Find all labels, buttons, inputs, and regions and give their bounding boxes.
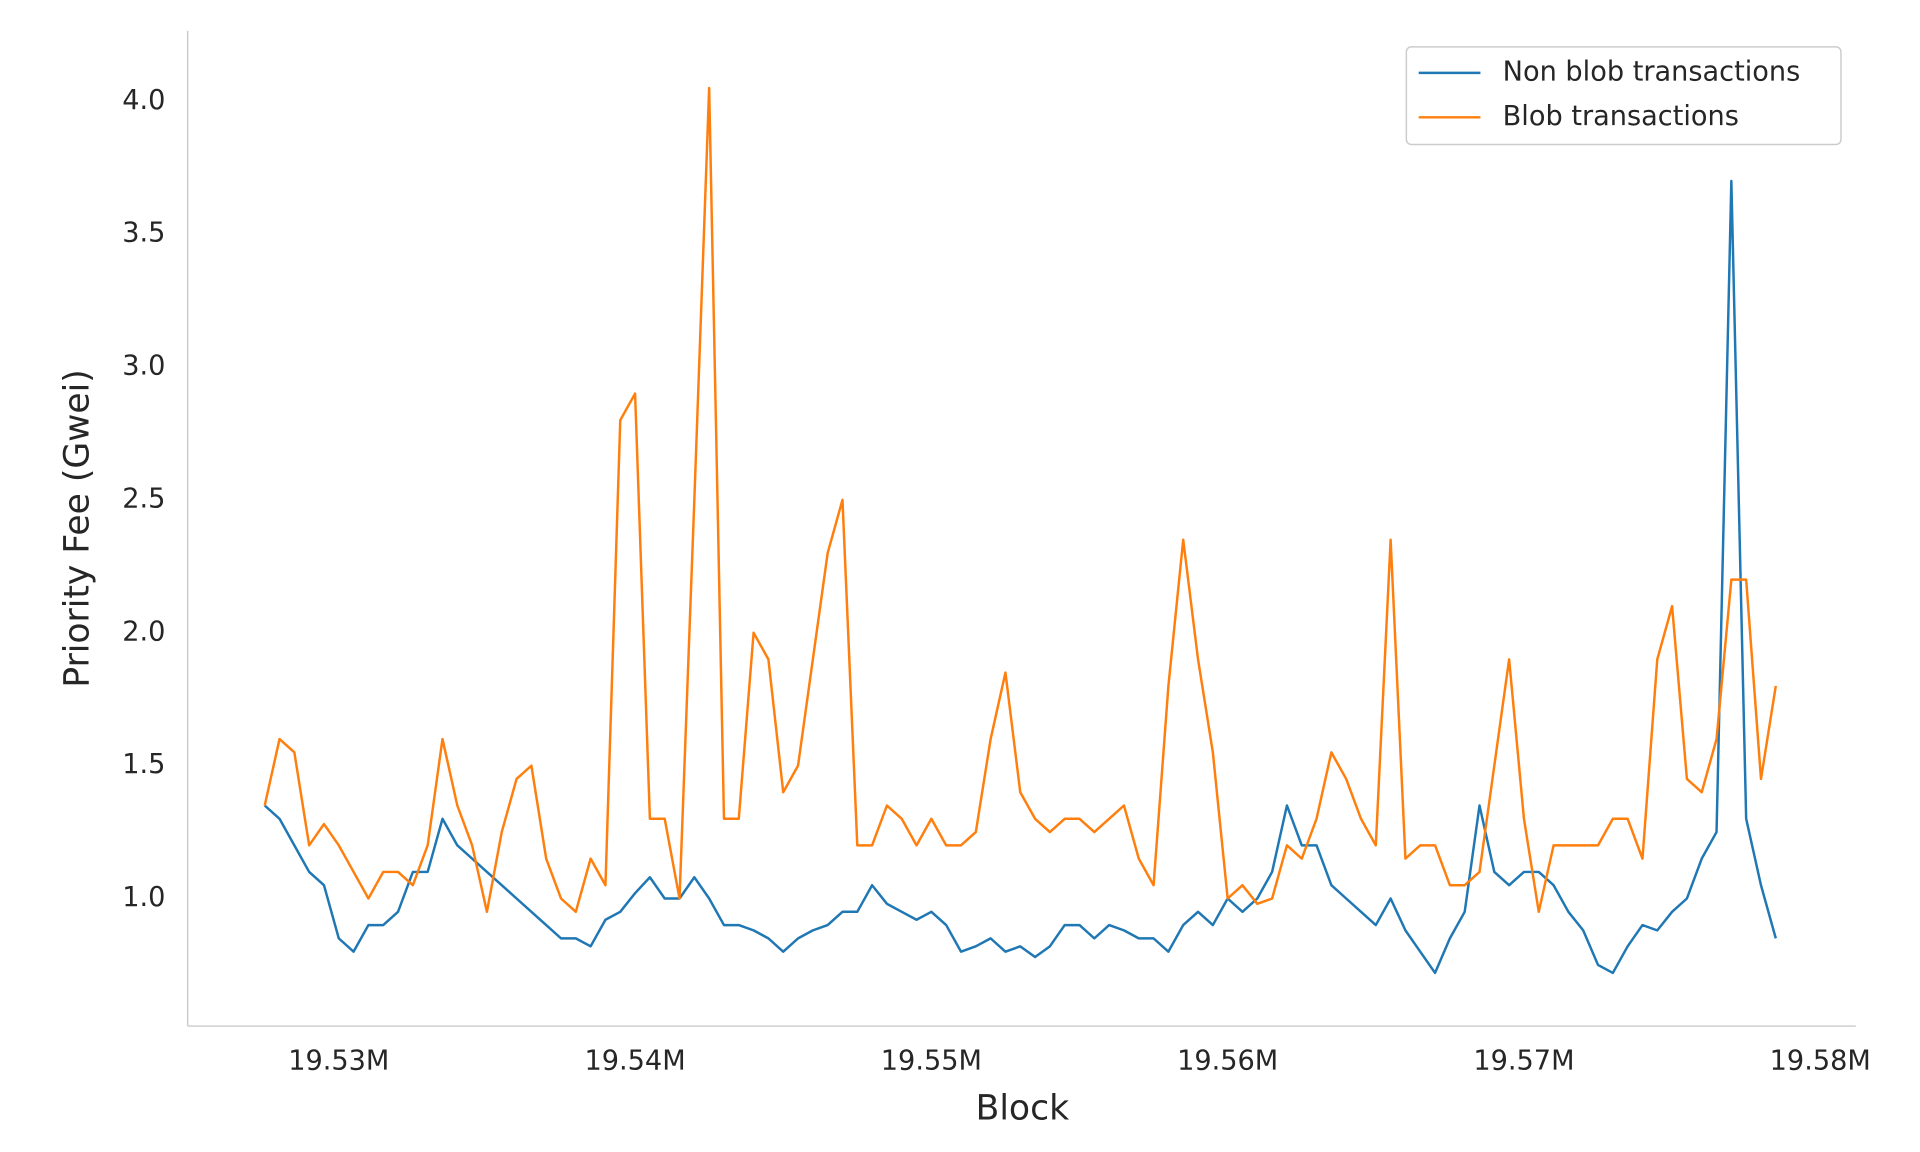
x-tick-label: 19.56M bbox=[1177, 1045, 1278, 1076]
y-tick-label: 2.0 bbox=[122, 616, 165, 647]
x-axis-label: Block bbox=[976, 1089, 1069, 1129]
y-tick-label: 3.0 bbox=[122, 351, 165, 382]
legend-label: Non blob transactions bbox=[1503, 56, 1801, 87]
y-tick-label: 3.5 bbox=[122, 218, 165, 249]
y-axis-label: Priority Fee (Gwei) bbox=[58, 369, 98, 687]
x-tick-label: 19.54M bbox=[584, 1045, 685, 1076]
x-tick-label: 19.55M bbox=[881, 1045, 982, 1076]
x-tick-label: 19.53M bbox=[288, 1045, 389, 1076]
y-tick-label: 4.0 bbox=[122, 85, 165, 116]
legend-label: Blob transactions bbox=[1503, 101, 1739, 132]
y-tick-label: 1.0 bbox=[122, 882, 165, 913]
x-tick-label: 19.57M bbox=[1473, 1045, 1574, 1076]
y-tick-label: 1.5 bbox=[122, 749, 165, 780]
x-tick-label: 19.58M bbox=[1770, 1045, 1871, 1076]
y-tick-label: 2.5 bbox=[122, 483, 165, 514]
data-line bbox=[263, 86, 1778, 914]
data-line bbox=[263, 179, 1777, 975]
legend-box bbox=[1405, 46, 1842, 146]
